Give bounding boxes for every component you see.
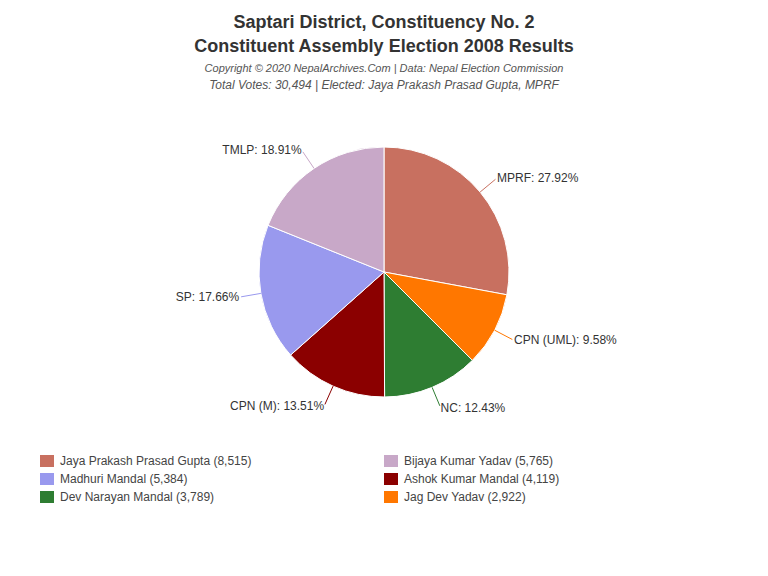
html-text:Copyright © 2020 NepalArchives: Copyright © 2020 NepalArchives.Com | Dat… — [204, 62, 564, 74]
html-text:Jaya Prakash Prasad Gupta (8,5: Jaya Prakash Prasad Gupta (8,515) — [60, 454, 252, 468]
svg-text:CPN (UML): 9.58%: CPN (UML): 9.58% — [514, 333, 617, 347]
svg-text:NC: 12.43%: NC: 12.43% — [441, 401, 506, 415]
html-text:Madhuri Mandal (5,384): Madhuri Mandal (5,384) — [60, 472, 188, 486]
html-text:Constituent Assembly Election: Constituent Assembly Election 2008 Resul… — [194, 36, 574, 56]
svg-text:SP: 17.66%: SP: 17.66% — [176, 290, 240, 304]
html-text:Jag Dev Yadav (2,922): Jag Dev Yadav (2,922) — [404, 490, 526, 504]
html-text:Ashok Kumar Mandal (4,119): Ashok Kumar Mandal (4,119) — [404, 472, 560, 486]
html-text:Total Votes: 30,494 | Elected:: Total Votes: 30,494 | Elected: Jaya Prak… — [209, 78, 559, 92]
svg-text:MPRF: 27.92%: MPRF: 27.92% — [497, 171, 579, 185]
svg-text:TMLP: 18.91%: TMLP: 18.91% — [222, 143, 302, 157]
svg-text:CPN (M): 13.51%: CPN (M): 13.51% — [230, 399, 324, 413]
html-text:Saptari District, Constituency: Saptari District, Constituency No. 2 — [233, 12, 535, 32]
html-text:Bijaya Kumar Yadav (5,765): Bijaya Kumar Yadav (5,765) — [404, 454, 553, 468]
html-text:Dev Narayan Mandal (3,789): Dev Narayan Mandal (3,789) — [60, 490, 215, 504]
